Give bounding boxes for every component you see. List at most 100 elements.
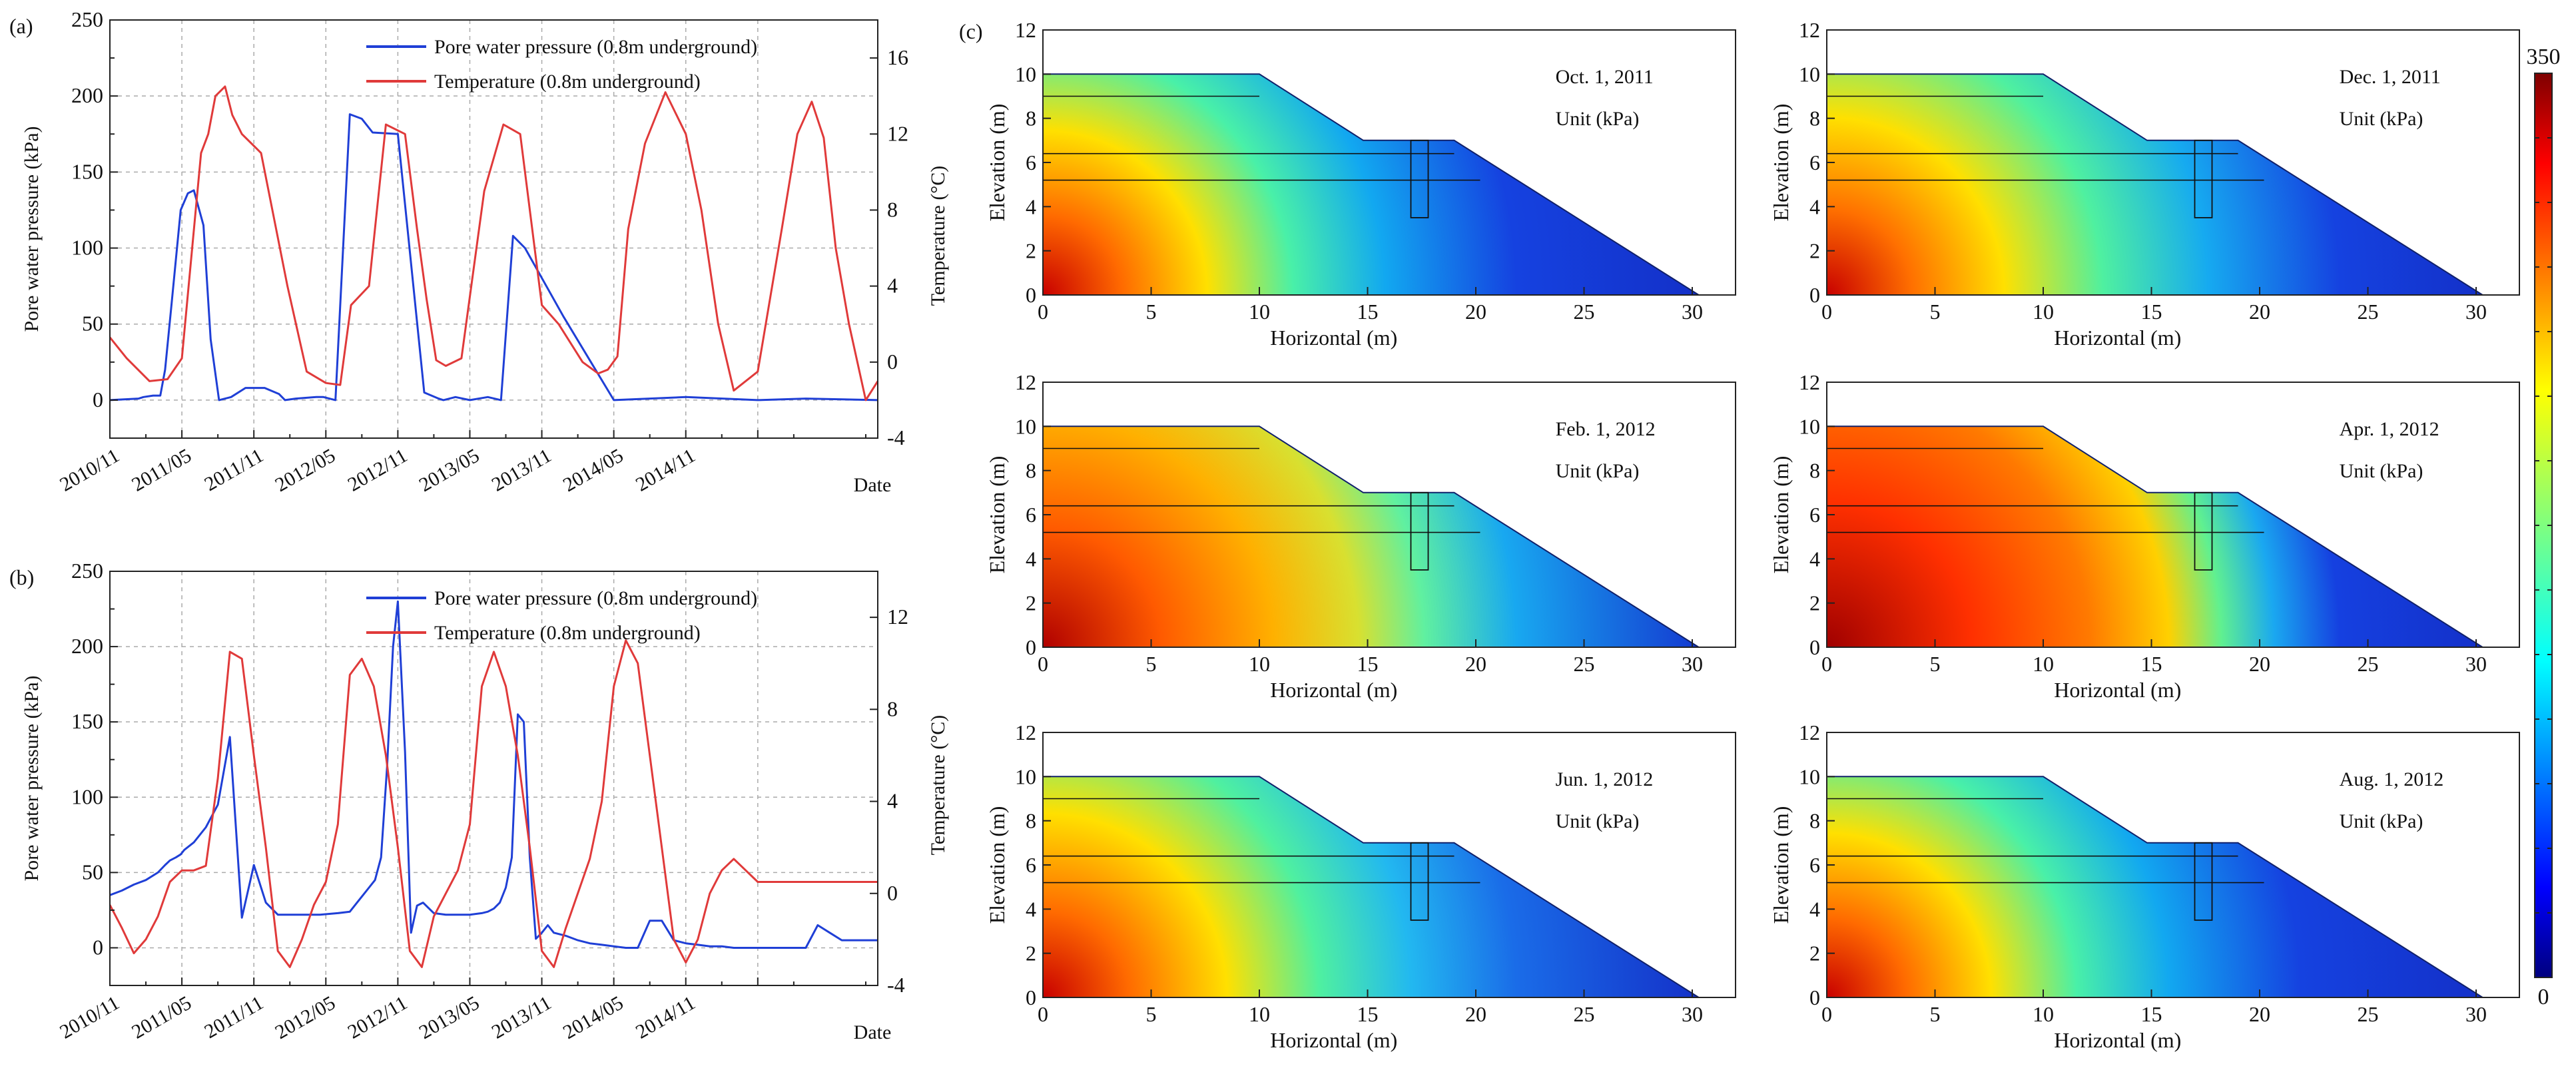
y-tick-label: 10	[1799, 62, 1820, 86]
heatmap-ticks: 0 5 10 15 20 25 30 0 2 4 6 8 10 12	[1015, 18, 1703, 324]
x-tick-label: 10	[1249, 652, 1270, 676]
y-tick-label: 100	[71, 784, 103, 808]
temperature-line	[109, 85, 879, 402]
x-tick-label: 20	[2249, 652, 2270, 676]
x-tick-label: 2014/05	[559, 444, 627, 496]
x-tick-label: 20	[1465, 1002, 1486, 1026]
heatmap-ylabel: Elevation (m)	[1769, 104, 1793, 222]
y-tick-label: 2	[1026, 239, 1036, 263]
x-tick-label: 15	[1357, 1002, 1379, 1026]
y-tick-label: 4	[1026, 547, 1036, 571]
y-tick-label: 4	[1809, 897, 1820, 921]
chart-a-legend: Pore water pressure (0.8m underground) T…	[366, 36, 757, 93]
heatmap-ylabel: Elevation (m)	[1769, 806, 1793, 924]
y-tick-label: 0	[93, 388, 103, 411]
heatmap-ylabel: Elevation (m)	[985, 104, 1009, 222]
x-tick-label: 2014/11	[632, 991, 699, 1043]
y-tick-label: 4	[1026, 194, 1036, 218]
y-tick-label: 6	[1809, 853, 1820, 877]
y2-tick-label: 8	[887, 197, 898, 221]
chart-a-frame	[109, 19, 878, 439]
heatmap-ticks: 0 5 10 15 20 25 30 0 2 4 6 8 10 12	[1799, 18, 2487, 324]
x-tick-label: 20	[2249, 1002, 2270, 1026]
y2-tick-label: -4	[887, 425, 905, 449]
x-tick-label: 30	[2465, 1002, 2487, 1026]
x-tick-label: 25	[1574, 652, 1595, 676]
panel-label-c: (c)	[959, 19, 983, 43]
y-tick-label: 8	[1809, 107, 1820, 131]
x-tick-label: 0	[1821, 1002, 1832, 1026]
drainage-column	[2194, 139, 2213, 218]
heatmap-date-label: Jun. 1, 2012	[1556, 768, 1654, 790]
x-tick-label: 2012/05	[272, 444, 340, 496]
y-tick-label: 6	[1809, 503, 1820, 527]
heatmap-xlabel: Horizontal (m)	[2054, 1028, 2181, 1052]
y-tick-label: 6	[1026, 150, 1036, 174]
y2-tick-label: 8	[887, 696, 898, 720]
y2-tick-label: 16	[887, 45, 908, 69]
x-tick-label: 25	[2358, 300, 2379, 324]
x-tick-label: 15	[2141, 1002, 2162, 1026]
y-tick-label: 2	[1026, 591, 1036, 615]
x-tick-label: 2013/05	[416, 991, 483, 1043]
colorbar: 350 0	[2527, 45, 2561, 1009]
y2-tick-label: 0	[887, 350, 898, 374]
y-tick-label: 100	[71, 236, 103, 260]
x-tick-label: 30	[1682, 1002, 1703, 1026]
drainage-column	[1410, 842, 1429, 921]
heatmap-ylabel: Elevation (m)	[1769, 456, 1793, 574]
heatmap-date-label: Apr. 1, 2012	[2340, 418, 2439, 440]
x-tick-label: 2014/11	[632, 444, 699, 495]
y-tick-label: 2	[1809, 942, 1820, 965]
drainage-column	[1410, 491, 1429, 571]
heatmap-subplot-feb-2012: 0 5 10 15 20 25 30 0 2 4 6 8 10 12 Feb. 1, 2012 Unit …	[985, 370, 1736, 702]
x-tick-label: 15	[1357, 652, 1379, 676]
heatmap-ticks: 0 5 10 15 20 25 30 0 2 4 6 8 10 12	[1799, 370, 2487, 676]
x-tick-label: 10	[2033, 652, 2054, 676]
heatmap-unit-label: Unit (kPa)	[1556, 460, 1640, 482]
y-tick-label: 8	[1026, 459, 1036, 483]
x-tick-label: 2013/05	[416, 444, 483, 496]
heatmap-ticks: 0 5 10 15 20 25 30 0 2 4 6 8 10 12	[1015, 720, 1703, 1026]
y-tick-label: 10	[1799, 414, 1820, 438]
y-tick-label: 200	[71, 634, 103, 658]
y-tick-label: 150	[71, 159, 103, 183]
heatmap-unit-label: Unit (kPa)	[1556, 108, 1640, 130]
chart-a-y2label: Temperature (°C)	[927, 166, 949, 306]
x-tick-label: 2012/05	[272, 991, 340, 1043]
heatmap-date-label: Oct. 1, 2011	[1556, 66, 1654, 88]
y-tick-label: 4	[1809, 547, 1820, 571]
x-tick-label: 10	[2033, 300, 2054, 324]
x-tick-label: 20	[1465, 300, 1486, 324]
x-tick-label: 25	[1574, 1002, 1595, 1026]
y-tick-label: 8	[1026, 809, 1036, 833]
chart-a-legend-pwp-label: Pore water pressure (0.8m underground)	[434, 36, 757, 58]
temperature-line	[109, 639, 878, 968]
y-tick-label: 250	[71, 7, 103, 31]
y2-tick-label: -4	[887, 973, 905, 997]
y-tick-label: 150	[71, 709, 103, 733]
chart-a-series	[109, 85, 879, 402]
heatmap-subplot-oct-2011: 0 5 10 15 20 25 30 0 2 4 6 8 10 12 Oct. 1, 2011 Unit …	[985, 18, 1736, 350]
x-tick-label: 2010/11	[56, 991, 123, 1043]
x-tick-label: 30	[1682, 652, 1703, 676]
pore-water-pressure-line	[109, 600, 878, 949]
x-tick-label: 2013/11	[488, 991, 555, 1043]
y2-tick-label: 4	[887, 274, 898, 298]
chart-b-legend: Pore water pressure (0.8m underground) T…	[366, 587, 757, 644]
colorbar-max-label: 350	[2527, 45, 2561, 69]
y-tick-label: 4	[1809, 194, 1820, 218]
y-tick-label: 0	[1809, 283, 1820, 307]
x-tick-label: 25	[2358, 1002, 2379, 1026]
x-tick-label: 0	[1038, 652, 1048, 676]
y-tick-label: 200	[71, 83, 103, 107]
heatmap-unit-label: Unit (kPa)	[2340, 810, 2423, 832]
x-tick-label: 5	[1146, 300, 1157, 324]
chart-b-ylabel: Pore water pressure (kPa)	[21, 675, 43, 881]
x-tick-label: 5	[1930, 300, 1941, 324]
chart-b-legend-pwp-label: Pore water pressure (0.8m underground)	[434, 587, 757, 609]
heatmap-unit-label: Unit (kPa)	[1556, 810, 1640, 832]
colorbar-ticks	[2535, 73, 2552, 978]
drainage-column	[1410, 139, 1429, 218]
